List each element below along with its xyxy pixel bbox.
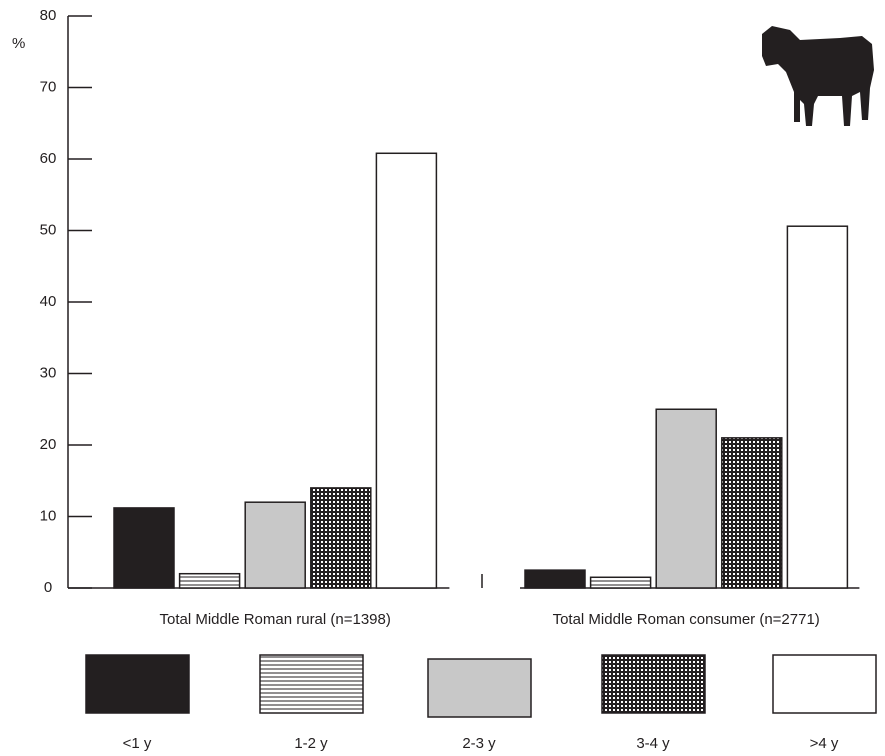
bar <box>524 569 586 589</box>
bar <box>721 437 783 589</box>
y-tick-label: 10 <box>40 507 57 524</box>
cow-icon <box>762 26 874 126</box>
y-tick-label: 80 <box>40 7 57 24</box>
y-tick-label: 50 <box>40 221 57 238</box>
y-tick-label: 70 <box>40 78 57 95</box>
y-tick-label: 20 <box>40 436 57 453</box>
x-tick-label: Total Middle Roman consumer (n=2771) <box>553 611 820 628</box>
legend-swatch <box>601 654 706 714</box>
legend-label: 2-3 y <box>462 735 496 752</box>
x-tick-label: Total Middle Roman rural (n=1398) <box>160 611 391 628</box>
y-axis-label: % <box>12 35 25 52</box>
legend-swatch <box>259 654 364 714</box>
bar <box>178 572 241 589</box>
legend-swatch <box>427 658 532 718</box>
legend-label: <1 y <box>123 735 152 752</box>
legend-label: 1-2 y <box>294 735 328 752</box>
bar <box>310 487 372 589</box>
legend-label: 3-4 y <box>636 735 670 752</box>
bar <box>113 507 175 589</box>
bar <box>786 225 849 589</box>
bar <box>244 501 306 589</box>
y-tick-label: 30 <box>40 364 57 381</box>
bar <box>655 408 717 589</box>
bar <box>375 152 438 589</box>
legend-swatch <box>772 654 877 714</box>
y-tick-label: 0 <box>44 579 52 596</box>
legend-label: >4 y <box>810 735 839 752</box>
bar <box>589 576 652 589</box>
y-tick-label: 60 <box>40 150 57 167</box>
legend-swatch <box>85 654 190 714</box>
y-tick-label: 40 <box>40 293 57 310</box>
